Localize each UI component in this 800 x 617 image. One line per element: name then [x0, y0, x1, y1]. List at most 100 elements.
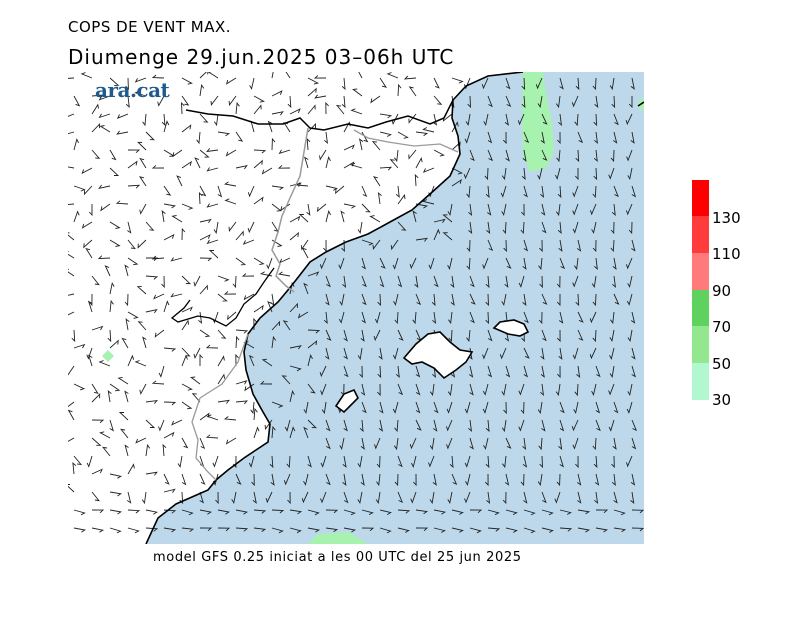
wind-barb	[631, 347, 636, 360]
wind-barb	[520, 401, 525, 415]
wind-barb	[289, 215, 301, 223]
wind-barb	[481, 77, 489, 90]
wind-barb	[307, 340, 318, 349]
wind-barb	[206, 148, 219, 153]
wind-barb	[594, 257, 598, 271]
wind-barb	[248, 355, 255, 367]
wind-barb	[361, 401, 367, 414]
wind-barb	[559, 257, 566, 270]
wind-barb	[181, 95, 190, 106]
wind-barb	[522, 149, 527, 162]
wind-barb	[325, 347, 330, 360]
wind-barb	[303, 401, 309, 415]
wind-barb	[88, 293, 93, 307]
wind-barb	[210, 95, 219, 106]
wind-barb	[626, 293, 633, 306]
wind-barb	[73, 343, 86, 349]
wind-barb	[377, 293, 382, 307]
wind-barb	[451, 167, 464, 175]
wind-barb	[403, 75, 417, 80]
wind-barb	[271, 320, 280, 331]
wind-barb	[523, 131, 530, 143]
wind-barb	[307, 271, 320, 277]
wind-barb	[271, 527, 284, 534]
wind-barb	[501, 383, 507, 397]
wind-barb	[487, 149, 494, 162]
wind-barb	[162, 443, 167, 457]
wind-barb	[574, 383, 579, 397]
wind-barb	[235, 527, 249, 532]
wind-barb	[241, 273, 255, 277]
wind-barb	[485, 311, 490, 325]
wind-barb	[463, 167, 471, 180]
wind-barb	[217, 185, 223, 198]
wind-barb	[451, 141, 461, 151]
wind-barb	[392, 257, 399, 270]
wind-barb	[469, 149, 475, 162]
wind-barb	[433, 509, 447, 515]
chart-subtitle: Diumenge 29.jun.2025 03–06h UTC	[68, 45, 455, 69]
wind-barb	[592, 185, 597, 199]
wind-barb	[109, 419, 114, 432]
wind-barb	[235, 101, 240, 115]
wind-barb	[374, 437, 381, 450]
wind-barb	[414, 173, 419, 187]
wind-barb	[163, 149, 175, 157]
wind-barb	[468, 203, 473, 216]
wind-barb	[592, 77, 597, 91]
wind-barb	[350, 108, 363, 115]
wind-barb	[325, 419, 331, 432]
wind-barb	[68, 437, 75, 442]
wind-barb	[98, 360, 111, 367]
wind-barb	[451, 509, 464, 515]
wind-barbs	[68, 72, 644, 534]
wind-barb	[523, 527, 536, 534]
wind-barb	[124, 390, 129, 403]
wind-barb	[134, 360, 147, 367]
wind-barb	[199, 284, 208, 295]
wind-barb	[253, 149, 267, 154]
wind-barb	[572, 275, 579, 288]
wind-barb	[343, 365, 349, 378]
wind-barb	[559, 455, 564, 468]
wind-barb	[409, 257, 417, 270]
wind-barb	[591, 383, 597, 396]
wind-barb	[134, 90, 147, 97]
wind-barb	[485, 185, 490, 199]
wind-barb	[482, 257, 489, 270]
wind-barb	[450, 293, 455, 306]
wind-barb	[539, 455, 544, 469]
wind-barb	[485, 455, 490, 469]
wind-barb	[339, 293, 345, 307]
wind-barb	[412, 311, 417, 325]
wind-barb	[253, 196, 264, 205]
wind-barb	[379, 77, 388, 88]
wind-barb	[500, 185, 507, 198]
wind-barb	[278, 271, 291, 277]
wind-barb	[609, 329, 615, 343]
wind-barb	[537, 401, 543, 415]
wind-barb	[518, 275, 525, 288]
wind-barb	[206, 414, 219, 421]
wind-barb	[306, 137, 311, 151]
wind-barb	[469, 509, 483, 514]
wind-barb	[343, 509, 356, 516]
wind-barb	[181, 160, 192, 169]
wind-barb	[392, 401, 399, 414]
colorbar-segment-30-50	[692, 363, 709, 400]
wind-barb	[361, 275, 367, 288]
wind-barb	[613, 401, 619, 414]
wind-barb	[537, 473, 543, 487]
wind-barb	[107, 329, 112, 343]
wind-barb	[372, 176, 381, 187]
wind-barb	[325, 473, 331, 486]
wind-barb	[361, 293, 367, 306]
wind-barb	[557, 365, 561, 379]
wind-barb	[199, 412, 210, 421]
region-border-valencia	[170, 267, 275, 327]
wind-barb	[86, 455, 93, 468]
wind-barb	[464, 455, 471, 468]
wind-barb	[393, 437, 399, 451]
wind-barb	[338, 257, 345, 270]
wind-barb	[341, 77, 346, 91]
